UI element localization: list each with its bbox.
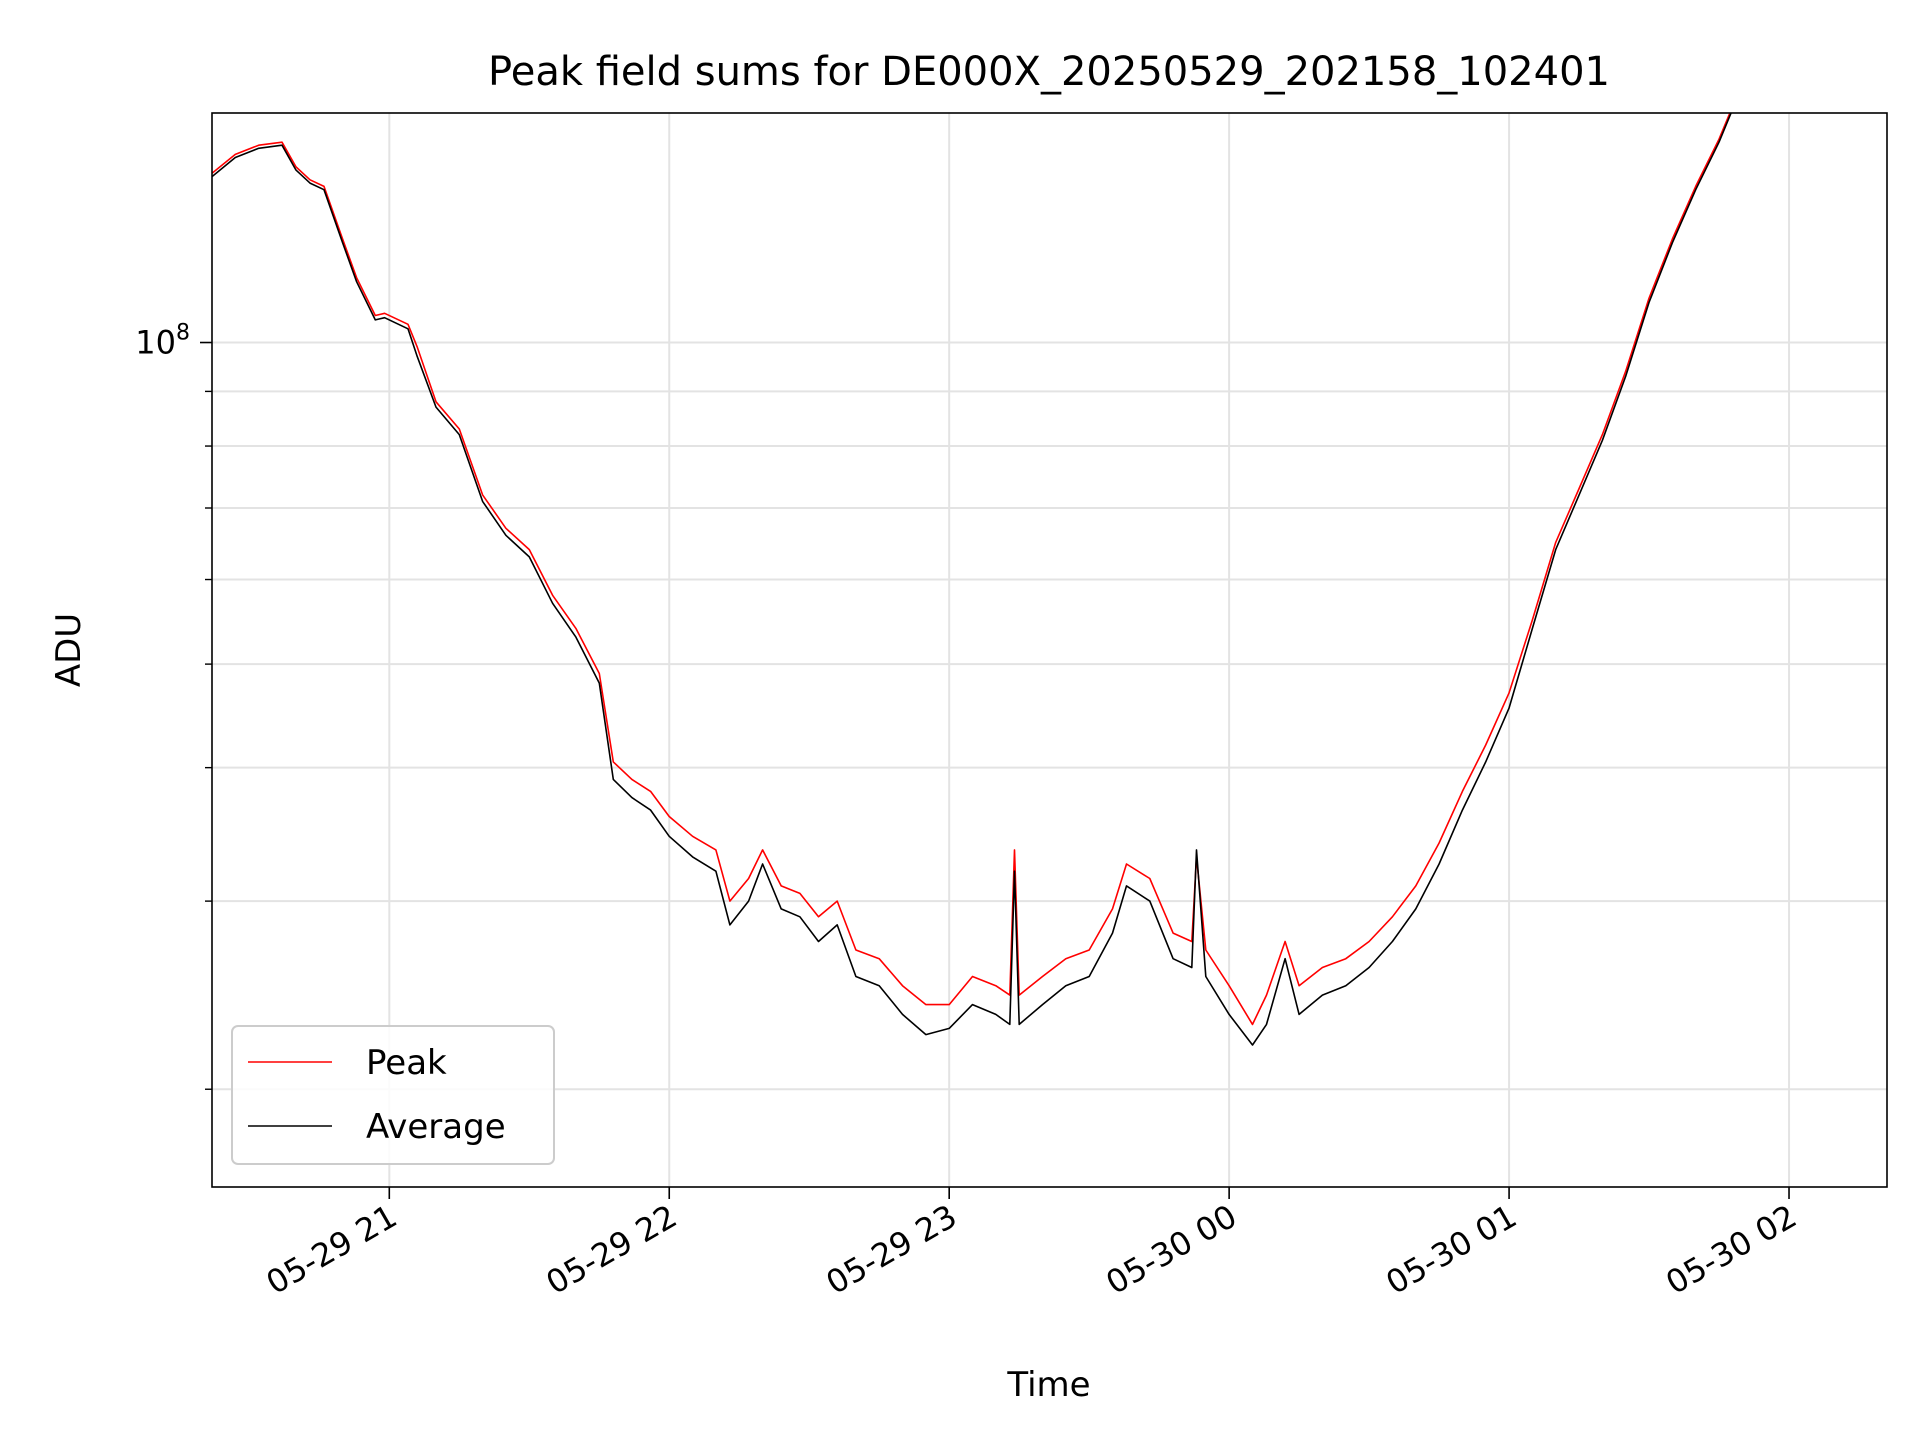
series-line-average xyxy=(212,113,1732,1046)
legend: Peak Average xyxy=(231,1025,555,1165)
y-tick-label-base: 10 xyxy=(135,324,176,362)
y-tick-label-exponent: 8 xyxy=(176,321,190,346)
series-layer xyxy=(212,113,1732,1046)
legend-box xyxy=(231,1025,555,1165)
legend-label-average: Average xyxy=(366,1107,506,1147)
series-line-peak xyxy=(212,113,1731,1026)
x-axis-label: Time xyxy=(1006,1365,1090,1405)
y-axis-label: ADU xyxy=(49,613,89,687)
y-tick-label: 108 xyxy=(135,321,190,362)
y-axis: 108 xyxy=(135,321,212,1090)
plot-frame xyxy=(211,112,1888,1188)
plot-area xyxy=(212,113,1887,1187)
grid-lines xyxy=(212,113,1887,1187)
chart-title: Peak field sums for DE000X_20250529_2021… xyxy=(488,49,1610,95)
legend-label-peak: Peak xyxy=(366,1043,447,1083)
